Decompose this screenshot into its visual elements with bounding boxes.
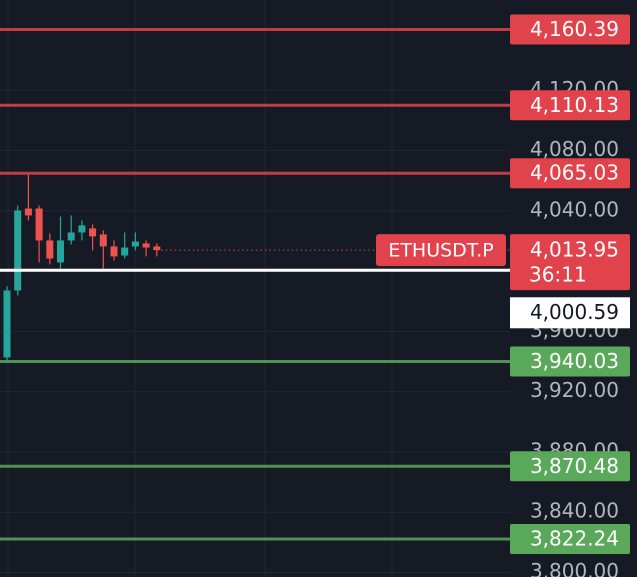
y-tick-label: 3,920.00 xyxy=(530,378,619,402)
candle-body xyxy=(46,240,54,259)
candle-body xyxy=(35,208,43,241)
candle-body xyxy=(153,246,161,251)
candle-body xyxy=(14,210,22,291)
candle-body xyxy=(110,246,118,257)
level-label: 3,870.48 xyxy=(530,454,619,478)
y-tick-label: 3,840.00 xyxy=(530,499,619,523)
marker-label: 4,000.59 xyxy=(530,300,619,324)
level-label: 3,940.03 xyxy=(530,349,619,373)
level-label: 4,110.13 xyxy=(530,93,619,117)
marker-badge xyxy=(510,297,630,329)
level-badge xyxy=(510,523,630,554)
candle-body xyxy=(3,290,11,358)
candle-body xyxy=(131,241,139,247)
candle-body xyxy=(142,243,150,248)
y-tick-label: 4,080.00 xyxy=(530,137,619,161)
candle-body xyxy=(99,234,107,247)
level-label: 4,065.03 xyxy=(530,161,619,185)
level-label: 3,822.24 xyxy=(530,526,619,550)
candle-body xyxy=(121,247,129,256)
level-label: 4,160.39 xyxy=(530,17,619,41)
y-tick-label: 3,800.00 xyxy=(530,559,619,577)
last-price-label: 4,013.95 xyxy=(530,238,619,262)
level-badge xyxy=(510,451,630,482)
last-price-badge xyxy=(510,234,630,291)
level-badge xyxy=(510,90,630,121)
countdown-label: 36:11 xyxy=(529,263,587,287)
candle-body xyxy=(78,225,86,233)
candle-body xyxy=(89,228,97,237)
symbol-badge xyxy=(376,234,506,267)
candle-body xyxy=(57,240,64,263)
candle-body xyxy=(67,232,75,241)
y-tick-label: 4,040.00 xyxy=(530,197,619,221)
level-badge xyxy=(510,14,630,45)
level-badge xyxy=(510,158,630,189)
level-badge xyxy=(510,346,630,377)
symbol-label: ETHUSDT.P xyxy=(388,240,493,262)
candle-body xyxy=(24,208,32,216)
